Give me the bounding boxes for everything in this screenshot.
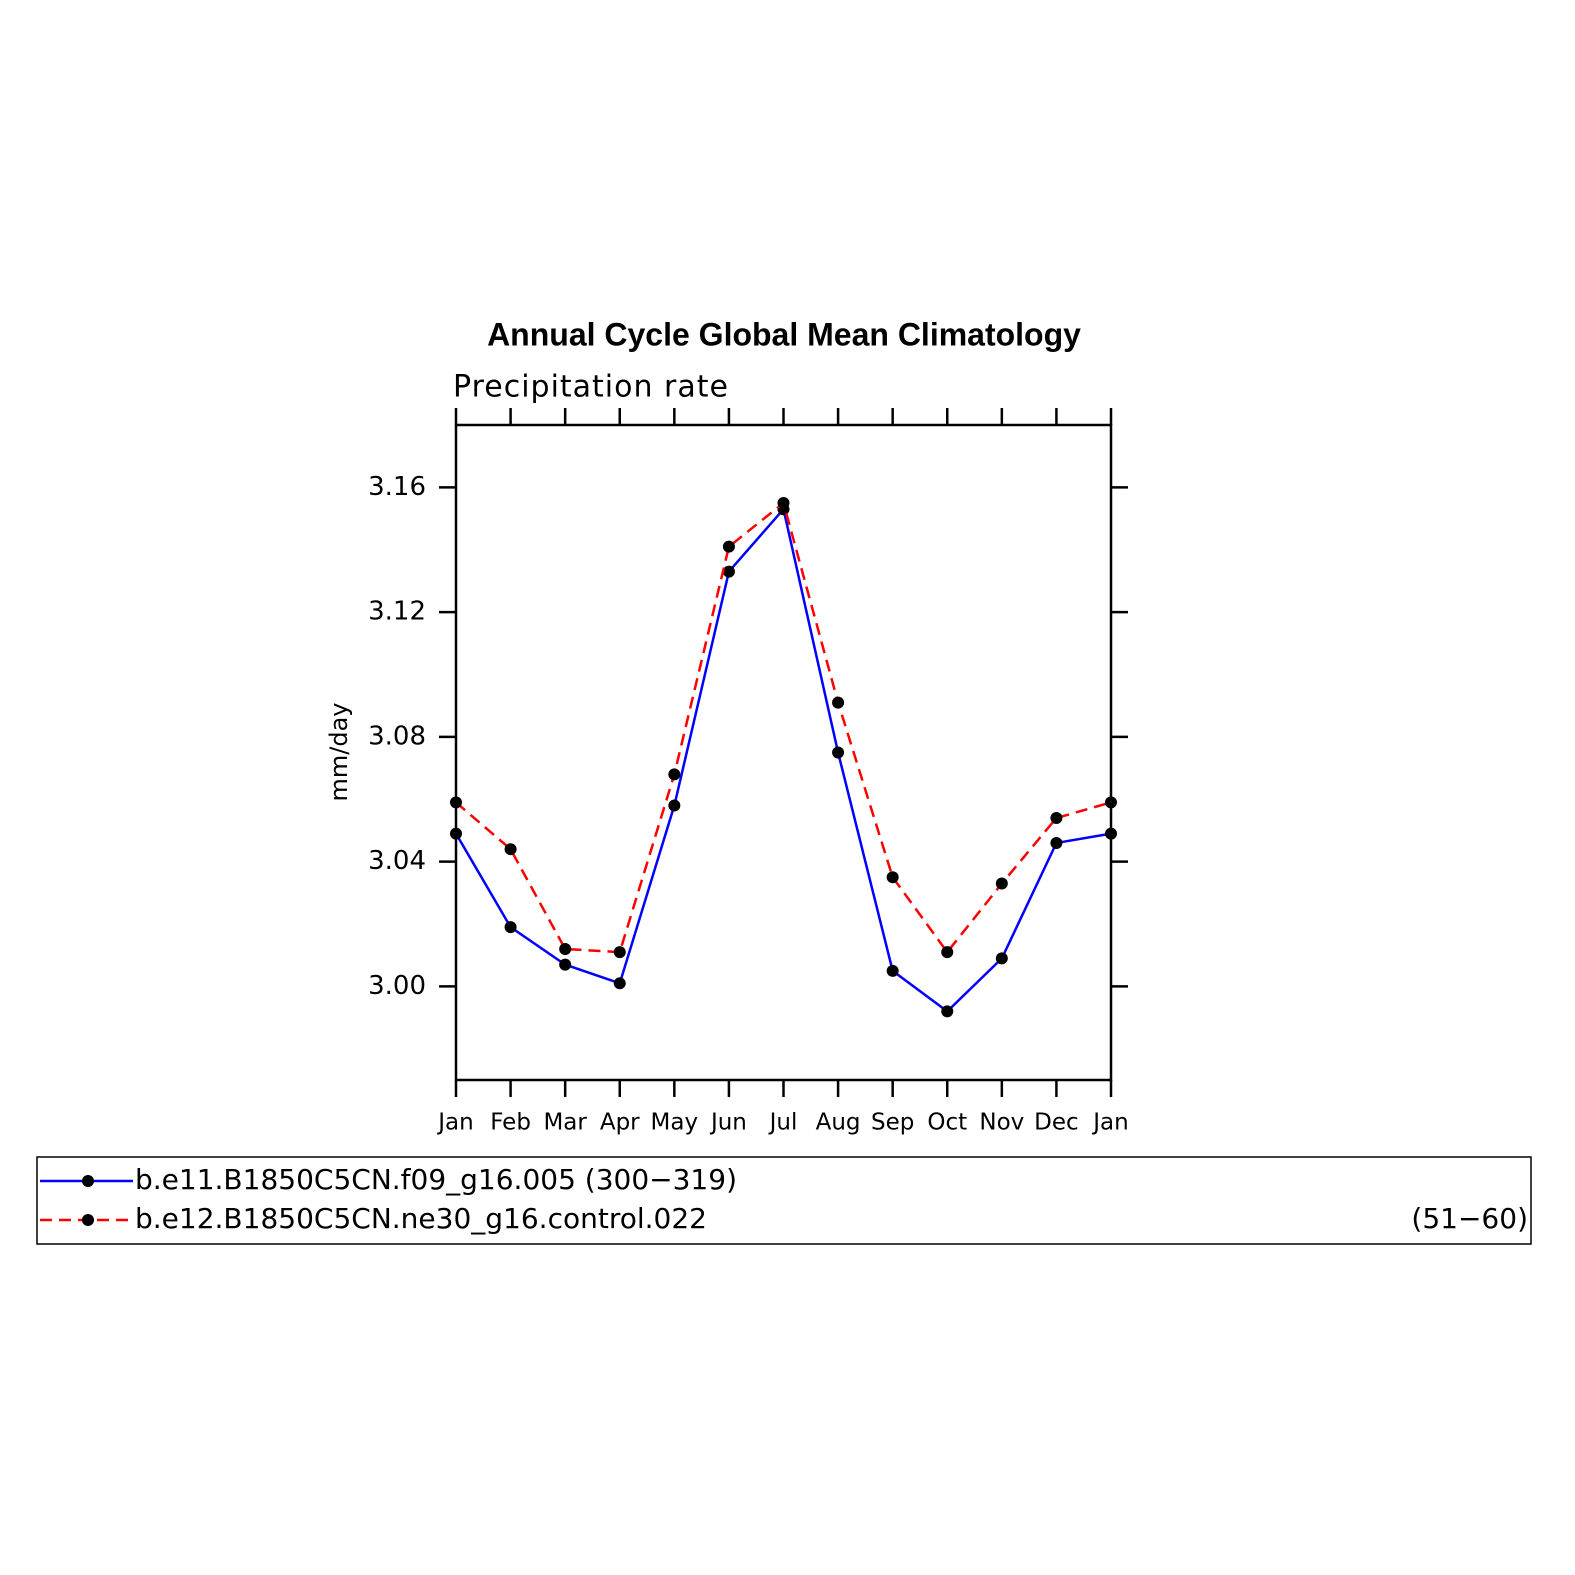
chart-title: Annual Cycle Global Mean Climatology bbox=[487, 316, 1081, 352]
legend-label: b.e12.B1850C5CN.ne30_g16.control.022 bbox=[135, 1202, 707, 1235]
data-point bbox=[559, 958, 572, 971]
plot-frame bbox=[454, 423, 1113, 1082]
data-point bbox=[941, 1005, 954, 1018]
x-tick-label: Oct bbox=[927, 1110, 967, 1136]
data-point bbox=[450, 796, 462, 809]
y-tick-label: 3.08 bbox=[368, 721, 426, 751]
series-line bbox=[454, 506, 1112, 1014]
data-point bbox=[504, 921, 517, 934]
y-tick-label: 3.12 bbox=[368, 597, 426, 627]
data-point bbox=[832, 746, 845, 759]
data-point bbox=[1105, 827, 1117, 840]
y-tick-label: 3.00 bbox=[368, 971, 426, 1001]
data-point bbox=[450, 827, 462, 840]
series-line bbox=[455, 500, 1112, 955]
data-point bbox=[559, 943, 572, 955]
data-point bbox=[668, 768, 681, 781]
legend-period: (51−60) bbox=[1411, 1202, 1528, 1235]
x-tick-label: Jan bbox=[1091, 1110, 1128, 1136]
x-tick-label: Sep bbox=[871, 1110, 914, 1136]
legend-label: b.e11.B1850C5CN.f09_g16.005 (300−319) bbox=[135, 1163, 737, 1196]
data-point bbox=[722, 565, 735, 578]
legend-marker bbox=[82, 1175, 94, 1187]
x-tick-label: Jul bbox=[768, 1110, 798, 1136]
x-tick-label: Mar bbox=[543, 1110, 587, 1136]
data-point bbox=[832, 696, 845, 709]
x-tick-label: Apr bbox=[600, 1110, 640, 1136]
x-tick-label: Jun bbox=[709, 1110, 747, 1136]
data-point bbox=[886, 964, 899, 977]
x-tick-label: Nov bbox=[979, 1110, 1024, 1136]
x-tick-label: Dec bbox=[1034, 1110, 1079, 1136]
x-tick-label: Feb bbox=[490, 1110, 531, 1136]
y-tick-label: 3.16 bbox=[368, 472, 426, 502]
data-point bbox=[995, 952, 1008, 965]
chart-subtitle: Precipitation rate bbox=[453, 370, 729, 405]
data-point bbox=[1105, 796, 1117, 809]
data-point bbox=[722, 540, 735, 553]
x-tick-label: Jan bbox=[436, 1110, 473, 1136]
x-tick-label: May bbox=[651, 1110, 699, 1136]
data-point bbox=[941, 946, 954, 959]
data-point bbox=[995, 877, 1008, 890]
legend-box bbox=[36, 1156, 1532, 1245]
data-point bbox=[504, 843, 517, 856]
data-point bbox=[668, 799, 681, 812]
x-tick-label: Aug bbox=[816, 1110, 861, 1136]
data-point bbox=[613, 977, 626, 990]
data-point bbox=[1050, 812, 1063, 824]
y-tick-label: 3.04 bbox=[368, 846, 426, 876]
data-point bbox=[777, 496, 790, 509]
data-point bbox=[886, 871, 899, 884]
data-point bbox=[613, 946, 626, 959]
legend-marker bbox=[82, 1214, 94, 1226]
y-axis-label: mm/day bbox=[325, 703, 353, 802]
data-point bbox=[1050, 836, 1063, 849]
